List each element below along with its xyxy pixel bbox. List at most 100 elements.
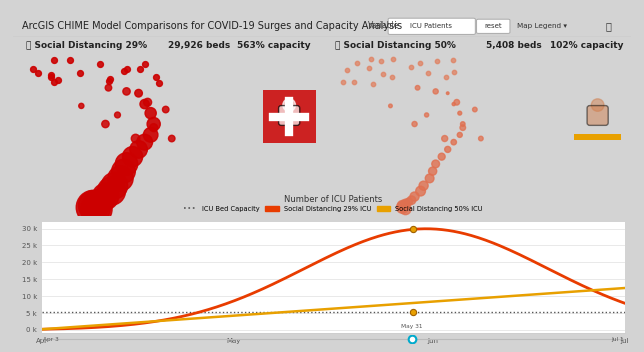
Point [442,90,453,96]
Point [338,79,348,85]
FancyBboxPatch shape [279,106,299,125]
Point [112,112,122,118]
Point [133,146,144,152]
Point [28,66,38,72]
Point [412,85,422,90]
Point [119,68,129,74]
Point [140,139,150,145]
Point [401,201,411,207]
FancyBboxPatch shape [587,106,608,125]
Point [476,136,486,142]
Point [428,168,438,174]
Point [386,74,397,80]
Point [106,188,117,194]
Point [100,194,111,199]
Point [397,205,408,210]
Point [451,100,462,105]
Point [151,74,161,80]
Point [109,183,120,188]
Text: ⓘ Social Distancing 50%: ⓘ Social Distancing 50% [335,41,455,50]
Point [406,197,417,203]
Point [410,121,420,127]
Point [133,90,144,96]
Point [442,146,453,152]
Point [167,136,177,142]
Text: Jul 1: Jul 1 [611,337,623,342]
Point [352,60,362,65]
Point [376,58,386,64]
Circle shape [591,99,604,111]
Point [121,161,131,167]
Point [140,101,150,107]
Point [33,70,43,75]
Point [146,132,156,138]
Text: Variable: Variable [368,21,400,30]
Point [149,121,159,127]
Point [118,168,129,174]
Point [415,188,426,194]
Text: 102% capacity: 102% capacity [549,41,623,50]
Point [349,80,359,85]
Point [91,201,102,207]
Point [149,125,159,131]
Title: Number of ICU Patients: Number of ICU Patients [284,195,383,204]
Text: ArcGIS CHIME Model Comparisons for COVID-19 Surges and Capacity Analysis: ArcGIS CHIME Model Comparisons for COVID… [22,21,402,31]
Point [94,199,104,205]
Point [46,74,56,80]
FancyBboxPatch shape [477,19,510,33]
FancyBboxPatch shape [388,18,475,34]
Point [363,65,374,71]
Point [455,132,465,138]
Point [95,61,105,67]
Point [49,80,59,85]
Point [449,139,459,145]
Text: ⓘ: ⓘ [605,21,611,31]
Point [160,107,171,112]
Point [115,176,126,181]
Point [97,197,108,203]
Text: 29,926 beds: 29,926 beds [167,41,230,50]
Point [397,203,408,208]
Point [388,57,398,62]
Point [49,57,59,63]
Point [105,76,115,82]
Point [401,206,411,212]
Point [53,77,63,83]
Point [368,81,378,87]
Point [448,57,459,63]
Point [121,89,131,94]
Point [449,101,459,107]
Point [131,136,141,142]
Point [142,100,153,105]
Point [88,205,99,210]
Point [469,107,480,112]
Point [103,85,113,90]
Point [419,183,429,188]
Point [128,154,138,159]
Point [430,89,440,94]
Point [424,176,435,181]
Point [135,66,146,71]
Text: ICU Patients: ICU Patients [410,23,453,29]
Point [431,58,442,64]
Text: 5,408 beds: 5,408 beds [486,41,542,50]
Point [440,75,451,80]
Point [403,199,413,205]
Point [458,125,468,131]
Point [122,66,132,71]
Text: Map Legend ▾: Map Legend ▾ [516,23,567,29]
Text: ⓘ Social Distancing 29%: ⓘ Social Distancing 29% [26,41,147,50]
Circle shape [283,99,296,111]
Point [88,203,99,208]
Point [421,112,431,118]
Text: reset: reset [484,23,502,29]
Point [76,103,86,109]
Point [458,121,468,127]
Point [341,68,352,73]
Point [440,136,450,142]
Point [385,103,395,109]
Point [100,121,111,127]
Point [455,110,465,116]
Point [366,57,376,62]
Point [91,206,102,212]
